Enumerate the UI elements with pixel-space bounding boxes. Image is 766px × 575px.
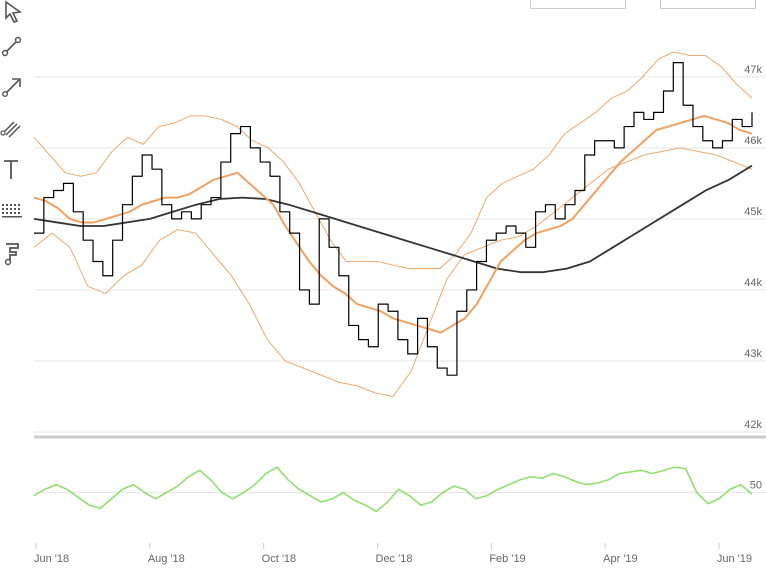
y-axis-labels: 42k 43k 44k 45k 46k 47k xyxy=(744,64,762,431)
y-tick-label: 43k xyxy=(744,348,762,360)
range-from-input[interactable] xyxy=(530,0,626,9)
pointer-tool-icon[interactable] xyxy=(0,0,26,28)
grid-lines xyxy=(34,76,766,433)
x-tick-label: Apr '19 xyxy=(603,553,638,565)
y-tick-label: 42k xyxy=(744,419,762,431)
x-tick-label: Aug '18 xyxy=(148,553,185,565)
x-tick-label: Feb '19 xyxy=(489,553,525,565)
y-tick-label: 45k xyxy=(744,206,762,218)
series-price xyxy=(34,62,753,376)
text-tool-icon[interactable] xyxy=(0,155,26,183)
series-oscillator xyxy=(33,466,753,513)
y-tick-label: 47k xyxy=(744,64,762,76)
x-tick-label: Dec '18 xyxy=(376,553,413,565)
parallel-lines-tool-icon[interactable] xyxy=(0,113,26,141)
series-band-upper xyxy=(33,51,753,270)
series-ma-long xyxy=(33,164,753,274)
flag-tool-icon[interactable] xyxy=(0,238,26,266)
x-tick-label: Jun '18 xyxy=(34,553,69,565)
oscillator-panel: 50 xyxy=(33,466,766,513)
fibonacci-tool-icon[interactable] xyxy=(0,198,26,226)
drawing-toolbar xyxy=(0,0,28,280)
series-layer xyxy=(33,51,753,397)
series-ma-short xyxy=(33,114,753,334)
arrow-tool-icon[interactable] xyxy=(0,72,26,100)
y-tick-label: 44k xyxy=(744,277,762,289)
x-tick-label: Oct '18 xyxy=(262,553,297,565)
series-band-lower xyxy=(33,147,753,397)
range-to-input[interactable] xyxy=(660,0,756,9)
line-segment-tool-icon[interactable] xyxy=(0,32,26,60)
oscillator-tick-label: 50 xyxy=(750,480,762,492)
x-tick-label: Jun '19 xyxy=(717,553,752,565)
y-tick-label: 46k xyxy=(744,135,762,147)
x-axis-labels: Jun '18 Aug '18 Oct '18 Dec '18 Feb '19 Apr '… xyxy=(34,543,752,565)
